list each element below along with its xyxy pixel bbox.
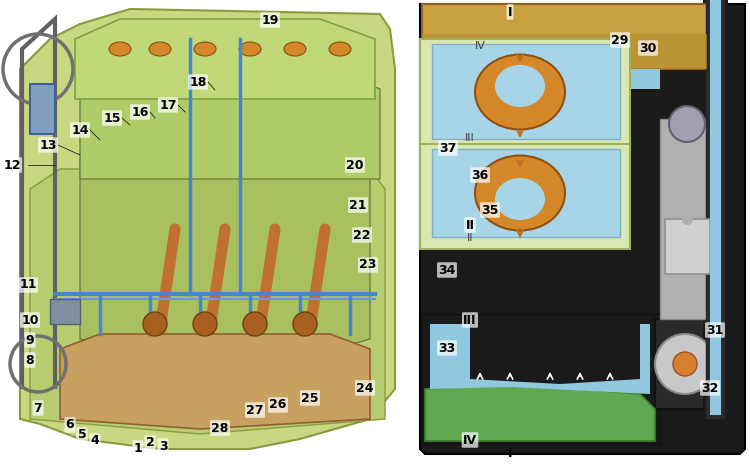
Text: 16: 16	[131, 106, 148, 119]
Text: I: I	[508, 447, 512, 460]
Text: 36: 36	[471, 168, 489, 182]
Text: 8: 8	[26, 354, 34, 366]
Text: 1: 1	[134, 441, 142, 454]
Polygon shape	[430, 324, 650, 394]
Polygon shape	[80, 159, 370, 359]
Bar	[432, 44, 620, 139]
Polygon shape	[75, 19, 375, 99]
Circle shape	[193, 312, 217, 336]
Text: II: II	[466, 219, 475, 232]
Bar	[501, 74, 527, 99]
Polygon shape	[420, 4, 745, 454]
Circle shape	[143, 312, 167, 336]
Text: 31: 31	[706, 324, 724, 336]
Bar	[30, 84, 55, 134]
Text: 33: 33	[438, 341, 455, 355]
Text: 19: 19	[261, 14, 279, 27]
Text: 32: 32	[701, 381, 718, 394]
Text: 35: 35	[482, 204, 499, 217]
Circle shape	[243, 312, 267, 336]
Bar	[432, 149, 620, 237]
Bar	[430, 69, 660, 89]
Text: 18: 18	[189, 76, 207, 89]
Polygon shape	[60, 334, 370, 429]
Text: 25: 25	[302, 392, 319, 404]
Text: IV: IV	[463, 433, 477, 446]
Text: 22: 22	[353, 228, 370, 242]
Text: 24: 24	[356, 381, 374, 394]
Text: 17: 17	[159, 98, 177, 112]
Circle shape	[293, 312, 317, 336]
Ellipse shape	[495, 178, 545, 220]
Text: 14: 14	[71, 123, 88, 136]
Polygon shape	[470, 321, 640, 384]
Polygon shape	[425, 384, 655, 441]
Ellipse shape	[149, 42, 171, 56]
Ellipse shape	[495, 65, 545, 107]
Text: IV: IV	[475, 41, 485, 51]
Text: 28: 28	[211, 422, 229, 434]
Ellipse shape	[329, 42, 351, 56]
Bar	[660, 119, 715, 319]
Bar	[422, 4, 712, 69]
Polygon shape	[30, 169, 385, 434]
Text: 26: 26	[269, 399, 286, 411]
Bar	[50, 299, 80, 324]
Ellipse shape	[109, 42, 131, 56]
Polygon shape	[80, 69, 380, 179]
Text: 2: 2	[146, 437, 154, 449]
Text: 5: 5	[78, 429, 86, 441]
Text: 34: 34	[438, 264, 456, 277]
Bar	[422, 34, 707, 69]
Text: 12: 12	[3, 159, 21, 172]
Text: 4: 4	[91, 434, 99, 447]
Text: 7: 7	[34, 401, 42, 415]
Text: 11: 11	[20, 279, 37, 292]
Bar	[420, 39, 630, 249]
Bar	[510, 189, 530, 207]
Text: 27: 27	[246, 403, 264, 416]
Text: 21: 21	[350, 198, 367, 212]
Ellipse shape	[475, 54, 565, 129]
Text: 29: 29	[611, 33, 628, 46]
Text: II: II	[466, 233, 473, 243]
Text: 6: 6	[66, 418, 74, 431]
Ellipse shape	[475, 156, 565, 230]
Text: III: III	[465, 133, 475, 143]
Text: 10: 10	[21, 313, 39, 326]
Ellipse shape	[284, 42, 306, 56]
Bar	[655, 319, 715, 409]
Text: 20: 20	[346, 159, 364, 172]
Ellipse shape	[194, 42, 216, 56]
Ellipse shape	[239, 42, 261, 56]
Bar	[665, 219, 710, 274]
Text: 23: 23	[359, 258, 376, 272]
Text: 15: 15	[104, 112, 121, 124]
Text: 30: 30	[639, 41, 657, 54]
Text: 13: 13	[39, 138, 57, 151]
Text: III: III	[464, 313, 477, 326]
Polygon shape	[422, 314, 660, 444]
Text: 37: 37	[440, 142, 457, 154]
Text: I: I	[508, 6, 512, 18]
Circle shape	[669, 106, 705, 142]
Circle shape	[655, 334, 715, 394]
Polygon shape	[20, 9, 395, 449]
Circle shape	[673, 352, 697, 376]
Text: 3: 3	[159, 439, 167, 453]
Text: 9: 9	[26, 333, 34, 347]
